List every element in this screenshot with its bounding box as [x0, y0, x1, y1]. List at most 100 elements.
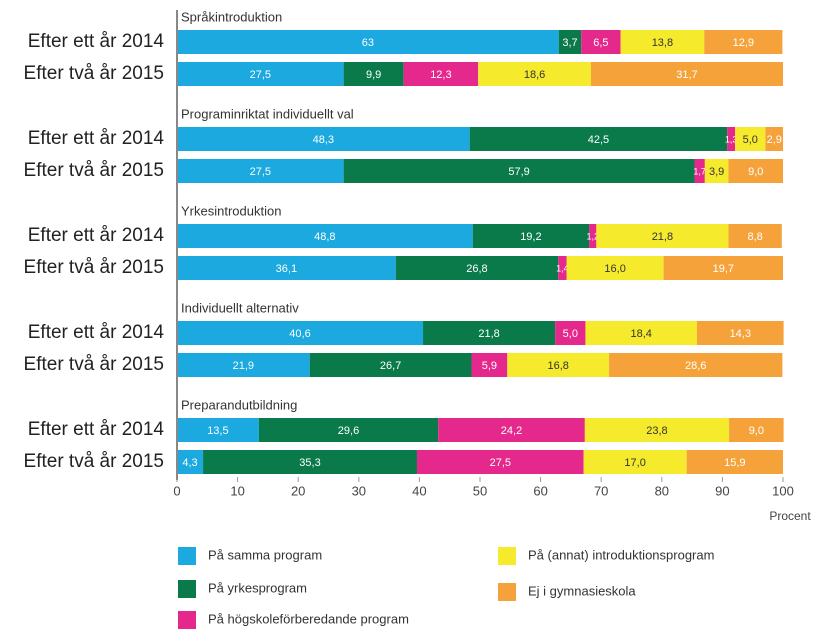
group-title: Individuellt alternativ — [181, 300, 299, 315]
group-title: Yrkesintroduktion — [181, 203, 281, 218]
bar-segment — [177, 30, 559, 54]
data-label: 12,9 — [733, 37, 754, 49]
data-label: 4,3 — [182, 457, 197, 469]
x-tick-label: 50 — [473, 483, 487, 498]
bar-segment — [177, 418, 259, 442]
bar-segment — [596, 224, 729, 248]
data-label: 23,8 — [646, 425, 667, 437]
data-label: 26,8 — [466, 263, 487, 275]
data-label: 27,5 — [490, 457, 511, 469]
data-label: 36,1 — [276, 263, 297, 275]
data-label: 35,3 — [299, 457, 320, 469]
bar-segment — [416, 450, 584, 474]
legend-label: På samma program — [208, 547, 322, 562]
y-tick-label: Efter ett år 2014 — [28, 322, 165, 343]
bar-segment — [566, 256, 664, 280]
bar-segment — [203, 450, 417, 474]
legend-swatch — [178, 580, 196, 598]
y-tick-label: Efter två år 2015 — [24, 63, 164, 84]
bar-segment — [395, 256, 559, 280]
legend-swatch — [178, 547, 196, 565]
data-label: 48,8 — [314, 231, 335, 243]
x-tick-label: 10 — [230, 483, 244, 498]
bar-segment — [584, 418, 730, 442]
data-label: 5,9 — [482, 360, 497, 372]
bar-segment — [728, 224, 782, 248]
bar-segment — [765, 127, 783, 151]
bar-segment — [609, 353, 783, 377]
data-label: 19,2 — [520, 231, 541, 243]
y-tick-label: Efter ett år 2014 — [28, 31, 165, 52]
data-label: 5,0 — [563, 328, 578, 340]
group-title: Programinriktat individuellt val — [181, 106, 354, 121]
bar-segment — [177, 353, 310, 377]
bar-segment — [620, 30, 705, 54]
bar-segment — [471, 353, 508, 377]
bar-segment — [423, 321, 556, 345]
bar-segment — [177, 321, 424, 345]
data-label: 9,9 — [366, 69, 381, 81]
bar-segment — [558, 30, 582, 54]
data-label: 1,3 — [725, 134, 738, 144]
bar-segment — [177, 159, 344, 183]
data-label: 21,9 — [233, 360, 254, 372]
data-label: 40,6 — [289, 328, 310, 340]
data-label: 48,3 — [313, 134, 334, 146]
y-tick-label: Efter två år 2015 — [24, 451, 164, 472]
data-label: 1,2 — [586, 231, 599, 241]
data-label: 28,6 — [685, 360, 706, 372]
bar-segment — [177, 224, 473, 248]
data-label: 1,4 — [556, 263, 569, 273]
group-title: Språkintroduktion — [181, 9, 282, 24]
data-label: 8,8 — [747, 231, 762, 243]
bar-segment — [729, 418, 784, 442]
bar-segment — [438, 418, 585, 442]
bar-segment — [258, 418, 439, 442]
data-label: 42,5 — [588, 134, 609, 146]
data-label: 9,0 — [749, 425, 764, 437]
bar-segment — [507, 353, 610, 377]
bar-segment — [177, 127, 470, 151]
data-label: 27,5 — [250, 166, 271, 178]
data-label: 5,0 — [743, 134, 758, 146]
x-tick-label: 80 — [655, 483, 669, 498]
data-label: 21,8 — [652, 231, 673, 243]
x-tick-label: 60 — [533, 483, 547, 498]
bar-segment — [309, 353, 472, 377]
bar-segment — [472, 224, 590, 248]
bar-segment — [728, 159, 783, 183]
bar-segment — [686, 450, 783, 474]
bar-segment — [177, 256, 396, 280]
y-tick-label: Efter ett år 2014 — [28, 419, 165, 440]
bar-segment — [727, 127, 736, 151]
x-tick-label: 100 — [772, 483, 794, 498]
data-label: 19,7 — [713, 263, 734, 275]
bar-segment — [696, 321, 784, 345]
y-tick-label: Efter två år 2015 — [24, 354, 164, 375]
bar-segment — [581, 30, 621, 54]
x-axis-label: Procent — [769, 509, 811, 523]
bar-segment — [694, 159, 705, 183]
data-label: 3,9 — [709, 166, 724, 178]
data-label: 13,8 — [652, 37, 673, 49]
y-tick-label: Efter ett år 2014 — [28, 128, 165, 149]
data-label: 16,8 — [547, 360, 568, 372]
bar-segment — [590, 62, 783, 86]
data-label: 13,5 — [207, 425, 228, 437]
data-label: 16,0 — [604, 263, 625, 275]
data-label: 12,3 — [430, 69, 451, 81]
group-title: Preparandutbildning — [181, 397, 297, 412]
data-label: 9,0 — [748, 166, 763, 178]
bar-segment — [704, 159, 729, 183]
legend-label: På yrkesprogram — [208, 580, 307, 595]
y-tick-label: Efter två år 2015 — [24, 257, 164, 278]
legend-label: Ej i gymnasieskola — [528, 583, 636, 598]
bar-segment — [478, 62, 591, 86]
data-label: 29,6 — [338, 425, 359, 437]
x-tick-label: 90 — [715, 483, 729, 498]
data-label: 3,7 — [562, 37, 577, 49]
data-label: 63 — [362, 37, 374, 49]
legend-swatch — [178, 611, 196, 629]
data-label: 14,3 — [730, 328, 751, 340]
